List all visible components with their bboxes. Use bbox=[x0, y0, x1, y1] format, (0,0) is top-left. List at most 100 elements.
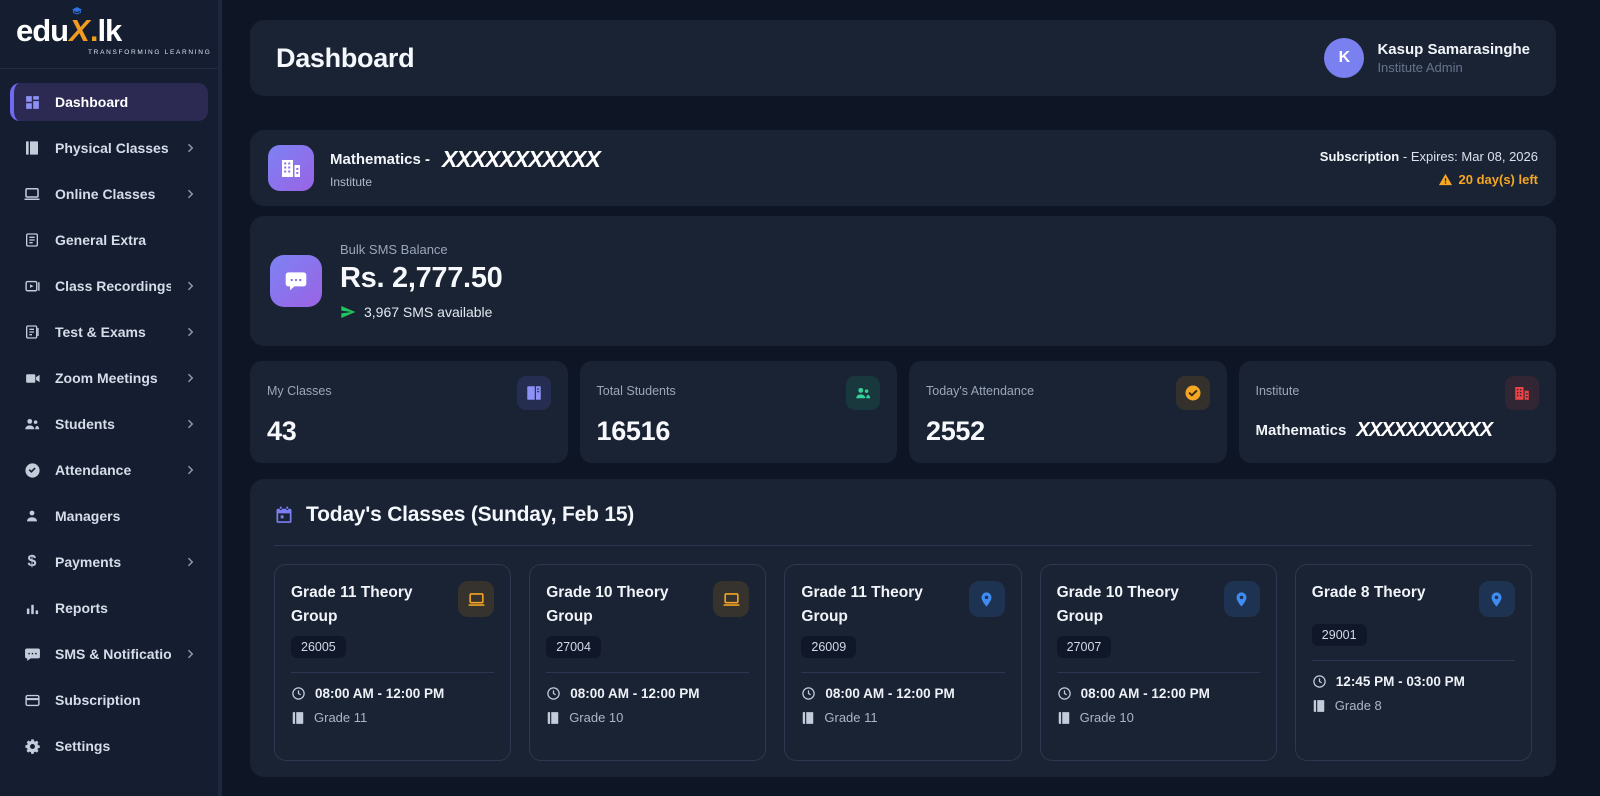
stat-value: 16516 bbox=[596, 416, 671, 446]
location-pin-icon bbox=[968, 581, 1005, 617]
sidebar-item-label: Subscription bbox=[55, 692, 141, 709]
sidebar-item-physical-classes[interactable]: Physical Classes bbox=[10, 129, 208, 167]
todays-classes-title: Today's Classes (Sunday, Feb 15) bbox=[306, 503, 635, 526]
class-title: Grade 11 Theory Group bbox=[801, 584, 923, 626]
todays-classes-header: Today's Classes (Sunday, Feb 15) bbox=[274, 503, 1532, 527]
sidebar-item-label: Students bbox=[55, 416, 115, 433]
sidebar-item-class-recordings[interactable]: Class Recordings bbox=[10, 267, 208, 305]
sidebar-item-reports[interactable]: Reports bbox=[10, 589, 208, 627]
sidebar-item-label: Test & Exams bbox=[55, 324, 146, 341]
sidebar-item-managers[interactable]: Managers bbox=[10, 497, 208, 535]
clock-icon bbox=[1057, 686, 1072, 701]
gear-icon bbox=[22, 736, 42, 756]
class-card[interactable]: Grade 11 Theory Group 26009 08:00 AM - 1… bbox=[784, 564, 1022, 761]
sidebar-nav: Dashboard Physical Classes Online Classe… bbox=[0, 69, 218, 796]
sidebar-item-attendance[interactable]: Attendance bbox=[10, 451, 208, 489]
sidebar-item-settings[interactable]: Settings bbox=[10, 727, 208, 765]
sidebar-item-label: Payments bbox=[55, 554, 122, 571]
chevron-right-icon bbox=[184, 326, 196, 338]
dollar-icon: $ bbox=[27, 553, 37, 571]
sidebar-item-subscription[interactable]: Subscription bbox=[10, 681, 208, 719]
chevron-right-icon bbox=[184, 372, 196, 384]
sidebar-item-label: Physical Classes bbox=[55, 140, 169, 157]
days-left-text: 20 day(s) left bbox=[1458, 172, 1538, 187]
class-time: 08:00 AM - 12:00 PM bbox=[570, 686, 700, 702]
class-code-badge: 27007 bbox=[1056, 636, 1112, 659]
brand-wordmark: edu X.lk bbox=[16, 7, 202, 48]
chevron-right-icon bbox=[184, 418, 196, 430]
divider bbox=[801, 672, 1005, 674]
sidebar-item-dashboard[interactable]: Dashboard bbox=[10, 83, 208, 122]
class-card[interactable]: Grade 10 Theory Group 27004 08:00 AM - 1… bbox=[529, 564, 767, 761]
class-grade: Grade 8 bbox=[1334, 698, 1382, 713]
class-card[interactable]: Grade 8 Theory 29001 12:45 PM - 03:00 PM… bbox=[1294, 564, 1532, 761]
chevron-right-icon bbox=[184, 464, 196, 476]
class-grade: Grade 10 bbox=[1079, 710, 1134, 726]
video-camera-icon bbox=[22, 368, 42, 388]
chevron-right-icon bbox=[184, 556, 196, 568]
document-icon bbox=[22, 230, 42, 250]
sidebar-item-general-extra[interactable]: General Extra bbox=[10, 221, 208, 259]
class-code-badge: 26009 bbox=[801, 636, 857, 659]
class-card[interactable]: Grade 10 Theory Group 27007 08:00 AM - 1… bbox=[1039, 564, 1277, 761]
institute-name-redacted: XXXXXXXXXXX bbox=[442, 145, 601, 172]
stat-card-institute: Institute Mathematics XXXXXXXXXXX bbox=[1238, 361, 1556, 463]
class-time: 08:00 AM - 12:00 PM bbox=[825, 686, 955, 702]
class-card[interactable]: Grade 11 Theory Group 26005 08:00 AM - 1… bbox=[274, 564, 512, 761]
logo-lk-text: lk bbox=[97, 13, 122, 48]
bar-chart-icon bbox=[22, 598, 42, 618]
sidebar-item-zoom-meetings[interactable]: Zoom Meetings bbox=[10, 359, 208, 397]
main-content: Dashboard K Kasup Samarasinghe Institute… bbox=[222, 0, 1600, 796]
brand-logo[interactable]: edu X.lk TRANSFORMING LEARNING bbox=[0, 0, 218, 70]
sidebar-item-students[interactable]: Students bbox=[10, 405, 208, 443]
sidebar-item-test-exams[interactable]: Test & Exams bbox=[10, 313, 208, 351]
book-icon bbox=[291, 711, 305, 725]
institute-banner: Mathematics - XXXXXXXXXXX Institute Subs… bbox=[250, 130, 1556, 206]
stat-label: My Classes bbox=[267, 384, 332, 398]
book-icon bbox=[22, 138, 42, 158]
stat-institute-redacted: XXXXXXXXXXX bbox=[1356, 419, 1493, 441]
person-icon bbox=[22, 506, 42, 526]
class-code-badge: 27004 bbox=[546, 636, 601, 659]
book-icon bbox=[801, 711, 815, 725]
users-icon bbox=[846, 376, 880, 410]
sidebar-item-payments[interactable]: $ Payments bbox=[10, 543, 208, 581]
sidebar-item-label: SMS & Notifications bbox=[55, 646, 171, 663]
stat-value: 43 bbox=[267, 416, 297, 446]
subscription-days-left: 20 day(s) left bbox=[1320, 172, 1538, 187]
sidebar-item-label: Dashboard bbox=[55, 94, 129, 111]
clock-icon bbox=[801, 686, 816, 701]
clock-icon bbox=[1312, 674, 1327, 689]
subscription-label: Subscription bbox=[1319, 149, 1400, 164]
sms-balance-value: Rs. 2,777.50 bbox=[340, 262, 503, 294]
chevron-right-icon bbox=[184, 188, 196, 200]
sidebar-item-label: Class Recordings bbox=[55, 278, 171, 295]
user-info: Kasup Samarasinghe Institute Admin bbox=[1377, 41, 1530, 75]
stat-card-total-students: Total Students 16516 bbox=[579, 361, 897, 463]
logo-dot: . bbox=[89, 13, 99, 48]
send-icon bbox=[340, 304, 356, 320]
logo-edu-text: edu bbox=[16, 13, 69, 48]
sidebar-item-sms-notifications[interactable]: SMS & Notifications bbox=[10, 635, 208, 673]
sidebar-item-online-classes[interactable]: Online Classes bbox=[10, 175, 208, 213]
recording-icon bbox=[22, 276, 42, 296]
sidebar-item-label: Zoom Meetings bbox=[55, 370, 158, 387]
sms-balance-card: Bulk SMS Balance Rs. 2,777.50 3,967 SMS … bbox=[250, 216, 1556, 346]
divider bbox=[291, 672, 495, 674]
laptop-icon bbox=[713, 581, 750, 617]
stats-row: My Classes 43 Total Students 16516 bbox=[250, 361, 1556, 463]
avatar: K bbox=[1324, 38, 1365, 78]
logo-x-glyph: X bbox=[68, 7, 90, 48]
clock-icon bbox=[291, 686, 306, 701]
check-badge-icon bbox=[1175, 376, 1210, 410]
institute-name: Mathematics - XXXXXXXXXXX bbox=[330, 145, 1320, 172]
sms-bubble-icon bbox=[270, 255, 322, 307]
todays-classes-section: Today's Classes (Sunday, Feb 15) Grade 1… bbox=[250, 479, 1556, 777]
laptop-icon bbox=[458, 581, 495, 617]
user-menu[interactable]: K Kasup Samarasinghe Institute Admin bbox=[1324, 38, 1530, 78]
divider bbox=[274, 545, 1532, 546]
credit-card-icon bbox=[22, 690, 42, 710]
class-code-badge: 29001 bbox=[1311, 624, 1367, 646]
divider bbox=[546, 672, 750, 674]
